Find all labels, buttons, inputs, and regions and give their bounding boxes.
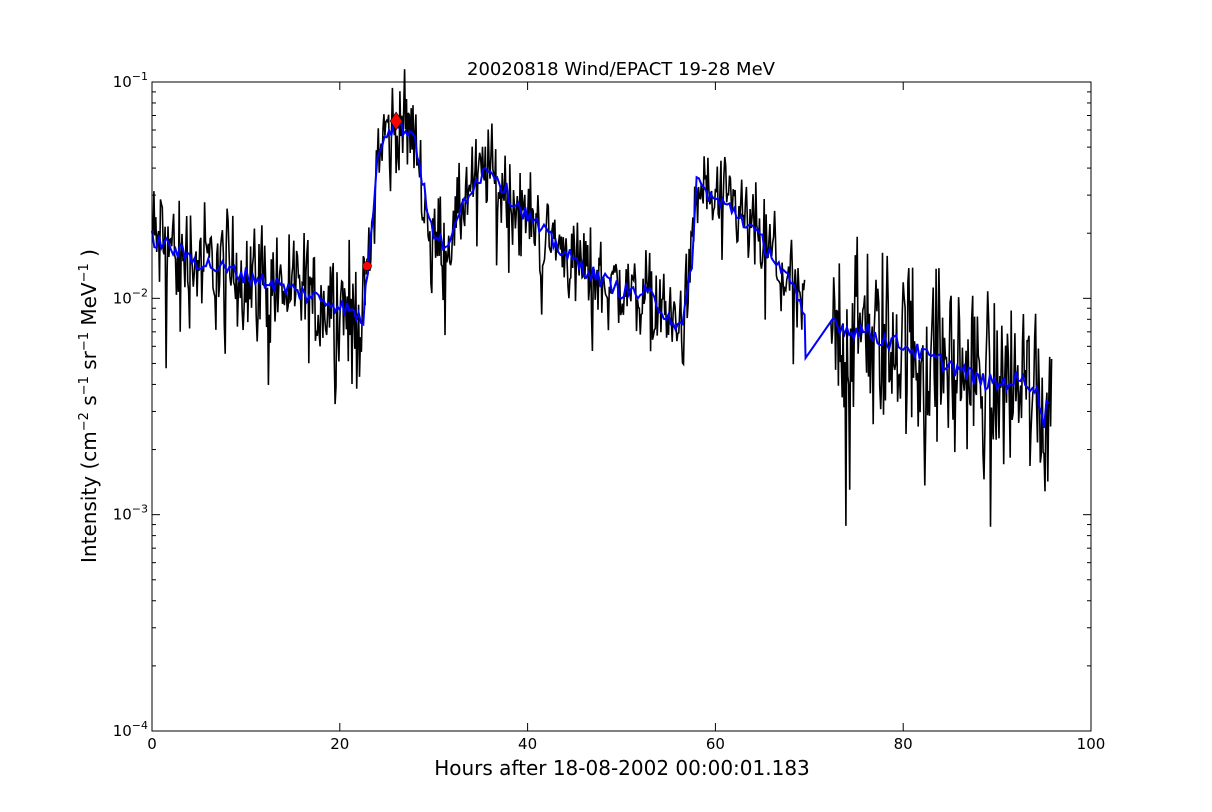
peak-marker xyxy=(389,111,403,131)
raw-series xyxy=(151,69,1053,527)
y-tick-label: 10−1 xyxy=(113,70,148,91)
y-axis-label: Intensity (cm−2 s−1 sr−1 MeV−1 ) xyxy=(77,249,101,563)
x-tick-label: 80 xyxy=(894,735,913,753)
smoothed-series xyxy=(151,118,1050,428)
raw-line-segment xyxy=(830,236,1053,527)
raw-line-segment xyxy=(151,191,366,405)
x-axis-label: Hours after 18-08-2002 00:00:01.183 xyxy=(434,756,810,780)
x-tick-label: 40 xyxy=(518,735,537,753)
x-tick-label: 20 xyxy=(330,735,349,753)
markers xyxy=(362,111,403,271)
raw-line-segment xyxy=(365,69,806,367)
y-tick-label: 10−4 xyxy=(113,719,148,740)
smoothed-line xyxy=(151,118,1050,428)
x-tick-label: 100 xyxy=(1077,735,1106,753)
ticks: 0 20 40 60 80 100 10−1 10−2 10−3 10−4 xyxy=(113,70,1106,753)
y-tick-label: 10−3 xyxy=(113,503,148,524)
y-tick-label: 10−2 xyxy=(113,286,148,307)
onset-marker xyxy=(362,261,372,271)
x-tick-label: 0 xyxy=(147,735,157,753)
chart-title: 20020818 Wind/EPACT 19-28 MeV xyxy=(467,59,776,80)
x-tick-label: 60 xyxy=(706,735,725,753)
plot-frame xyxy=(151,81,1092,732)
